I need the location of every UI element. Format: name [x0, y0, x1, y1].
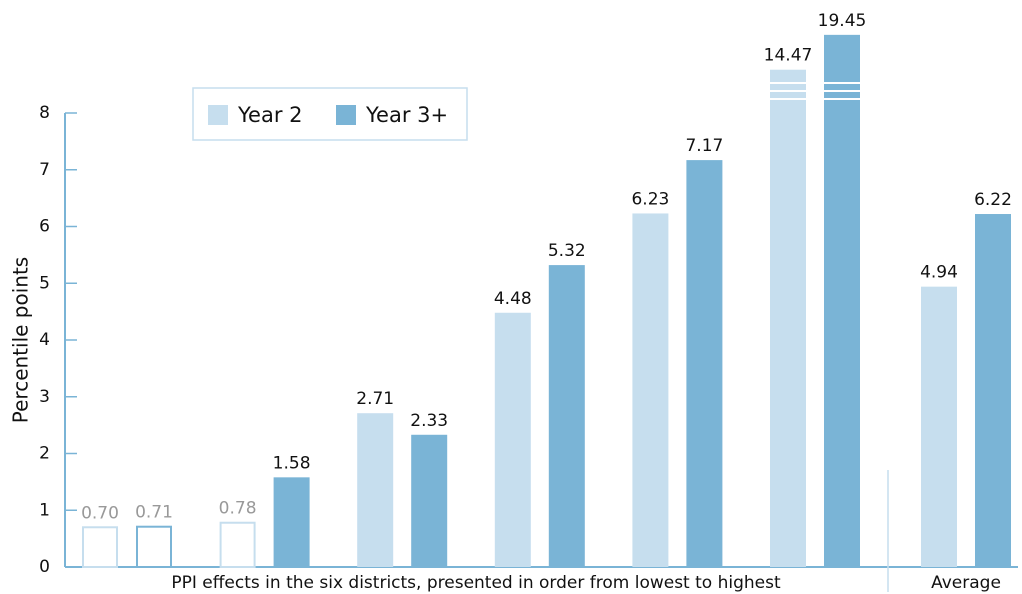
- bar: [82, 526, 118, 569]
- value-label: 0.71: [135, 503, 173, 523]
- legend-label: Year 2: [237, 103, 303, 127]
- legend-box: [192, 87, 468, 141]
- bar: [411, 434, 448, 567]
- y-tick-label: 6: [39, 217, 50, 237]
- y-axis-title: Percentile points: [9, 257, 33, 423]
- bar: [975, 214, 1011, 567]
- value-label: 1.58: [273, 453, 311, 473]
- y-tick-label: 5: [39, 273, 50, 293]
- bar: [136, 525, 172, 569]
- bar: [770, 69, 806, 568]
- y-tick-label: 0: [39, 557, 50, 577]
- value-label: 19.45: [818, 11, 867, 31]
- bar: [357, 413, 394, 567]
- bar: [686, 160, 723, 568]
- bar: [273, 477, 310, 567]
- y-tick-label: 8: [39, 103, 50, 123]
- value-label: 2.71: [356, 389, 394, 409]
- y-tick-label: 4: [39, 330, 50, 350]
- bar: [219, 521, 256, 568]
- legend-swatch: [336, 105, 356, 125]
- legend-label: Year 3+: [365, 103, 448, 127]
- y-tick-label: 3: [39, 387, 50, 407]
- value-label: 2.33: [410, 411, 448, 431]
- bar: [494, 312, 531, 567]
- value-label: 14.47: [764, 46, 813, 66]
- y-tick-label: 7: [39, 160, 50, 180]
- x-axis-title: PPI effects in the six districts, presen…: [171, 573, 781, 593]
- legend-swatch: [208, 105, 228, 125]
- bar: [632, 213, 669, 567]
- bar: [824, 34, 860, 568]
- value-label: 0.78: [219, 499, 257, 519]
- value-label: 6.22: [974, 190, 1012, 210]
- value-label: 4.94: [920, 263, 958, 283]
- value-label: 0.70: [81, 503, 119, 523]
- bar: [921, 286, 957, 567]
- value-label: 7.17: [685, 136, 723, 156]
- y-tick-label: 2: [39, 444, 50, 464]
- y-tick-label: 1: [39, 500, 50, 520]
- bar: [548, 265, 585, 567]
- value-label: 6.23: [631, 189, 669, 209]
- value-label: 5.32: [548, 241, 586, 261]
- value-label: 4.48: [494, 289, 532, 309]
- x-tick-label: Average: [931, 573, 1001, 593]
